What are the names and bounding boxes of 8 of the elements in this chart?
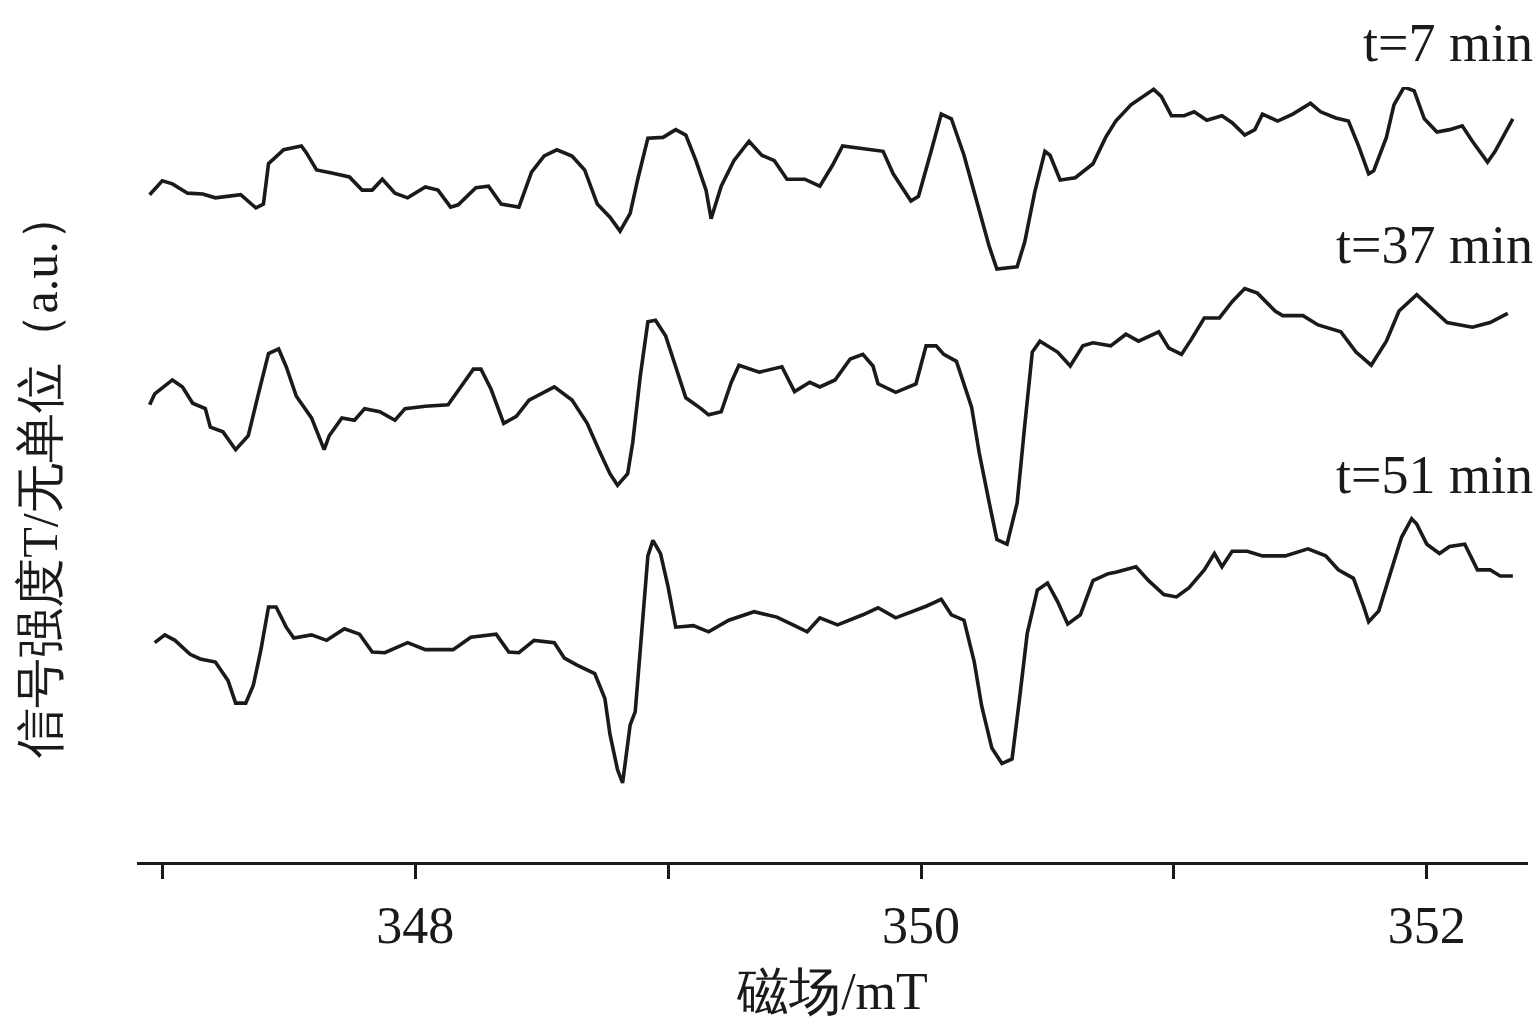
series-label: t=51 min [1336, 445, 1533, 505]
x-axis-title: 磁场/mT [736, 963, 928, 1020]
x-tick-label: 350 [882, 897, 961, 955]
x-tick-label: 352 [1387, 897, 1466, 955]
series-label: t=7 min [1363, 13, 1533, 73]
x-tick-label: 348 [376, 897, 455, 955]
y-axis-title: 信号强度T/无单位（a.u.） [12, 191, 68, 758]
series-label: t=37 min [1336, 215, 1533, 275]
